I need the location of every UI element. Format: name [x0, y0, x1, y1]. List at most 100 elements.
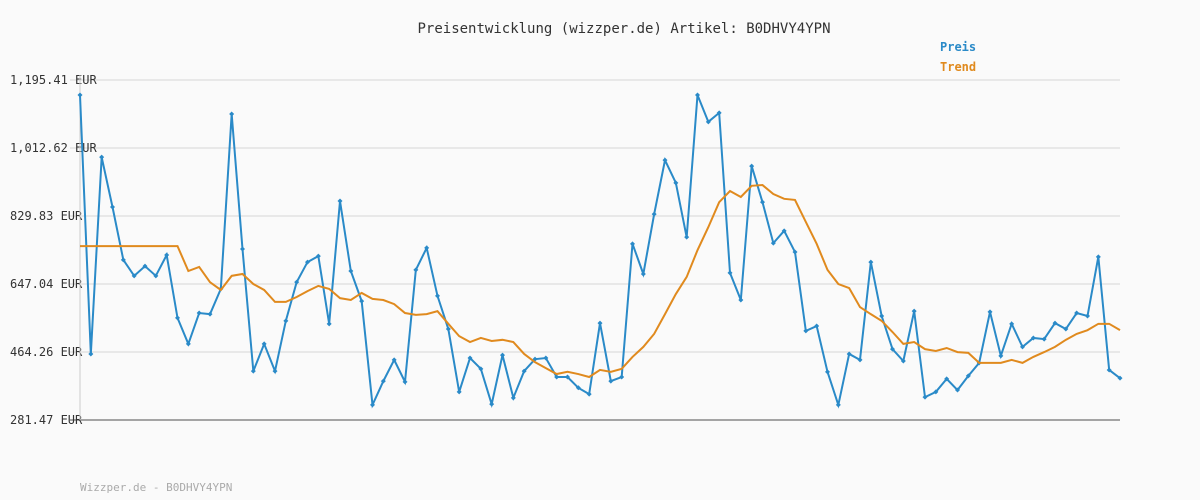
- point-marker: [922, 394, 928, 400]
- point-marker: [738, 297, 744, 303]
- point-marker: [662, 157, 668, 163]
- point-marker: [857, 357, 863, 363]
- point-marker: [1074, 310, 1080, 316]
- point-marker: [185, 341, 191, 347]
- point-marker: [521, 368, 527, 374]
- point-marker: [879, 313, 885, 319]
- point-marker: [890, 346, 895, 352]
- point-marker: [370, 402, 375, 408]
- point-marker: [337, 198, 343, 204]
- point-marker: [630, 241, 635, 247]
- chart-title: Preisentwicklung (wizzper.de) Artikel: B…: [417, 21, 830, 37]
- point-marker: [402, 379, 408, 385]
- footer: Wizzper.de - B0DHVY4YPN: [80, 481, 232, 494]
- point-marker: [760, 199, 765, 205]
- point-marker: [164, 252, 170, 258]
- y-tick-label: 281.47 EUR: [10, 413, 83, 427]
- legend-entry: Trend: [940, 60, 976, 74]
- point-marker: [554, 374, 560, 380]
- point-marker: [196, 310, 202, 316]
- point-marker: [987, 309, 993, 315]
- point-marker: [326, 321, 332, 327]
- point-marker: [1052, 320, 1058, 326]
- point-marker: [250, 368, 256, 374]
- point-marker: [489, 401, 495, 407]
- point-marker: [1063, 326, 1069, 332]
- point-marker: [261, 341, 267, 347]
- point-marker: [467, 355, 473, 361]
- point-marker: [846, 351, 852, 357]
- point-marker: [77, 92, 83, 98]
- point-marker: [597, 320, 603, 326]
- point-marker: [565, 374, 570, 380]
- point-marker: [88, 351, 94, 357]
- point-marker: [825, 369, 830, 375]
- point-marker: [131, 273, 137, 279]
- point-marker: [998, 353, 1004, 359]
- point-marker: [933, 389, 939, 395]
- point-marker: [413, 267, 419, 273]
- point-marker: [1041, 336, 1047, 342]
- point-marker: [640, 271, 646, 277]
- point-marker: [868, 259, 874, 265]
- y-tick-label: 647.04 EUR: [10, 277, 83, 291]
- point-marker: [424, 245, 430, 251]
- point-marker: [456, 389, 462, 395]
- point-marker: [229, 111, 235, 117]
- point-marker: [965, 373, 971, 379]
- point-marker: [1085, 313, 1090, 319]
- point-marker: [749, 163, 755, 169]
- point-marker: [608, 378, 614, 384]
- point-marker: [543, 355, 549, 361]
- point-marker: [705, 119, 711, 125]
- point-marker: [153, 273, 159, 279]
- point-marker: [445, 326, 451, 332]
- point-marker: [500, 352, 505, 358]
- point-marker: [348, 268, 354, 274]
- point-marker: [175, 315, 180, 321]
- y-tick-label: 464.26 EUR: [10, 345, 83, 359]
- point-marker: [305, 259, 310, 265]
- point-marker: [283, 318, 289, 324]
- point-marker: [380, 378, 386, 384]
- legend-entry: Preis: [940, 40, 976, 54]
- point-marker: [835, 402, 841, 408]
- point-marker: [391, 357, 397, 363]
- point-marker: [770, 240, 776, 246]
- point-marker: [99, 154, 105, 160]
- point-marker: [1009, 321, 1015, 327]
- point-marker: [684, 234, 690, 240]
- point-marker: [240, 246, 245, 252]
- point-marker: [110, 204, 115, 210]
- point-marker: [1020, 344, 1025, 350]
- point-marker: [727, 270, 733, 276]
- y-tick-label: 1,195.41 EUR: [10, 73, 97, 87]
- point-marker: [900, 358, 906, 364]
- point-marker: [651, 211, 657, 217]
- point-marker: [272, 368, 278, 374]
- y-tick-label: 829.83 EUR: [10, 209, 83, 223]
- point-marker: [803, 328, 809, 334]
- point-marker: [207, 311, 213, 317]
- point-marker: [315, 253, 321, 259]
- point-marker: [1106, 367, 1112, 373]
- point-marker: [478, 366, 484, 372]
- point-marker: [695, 92, 700, 98]
- line-trend: [80, 184, 1121, 379]
- point-marker: [911, 308, 917, 314]
- point-marker: [1030, 335, 1036, 341]
- point-marker: [955, 387, 960, 393]
- point-marker: [435, 293, 440, 299]
- point-marker: [792, 249, 798, 255]
- point-marker: [510, 395, 516, 401]
- point-marker: [716, 110, 722, 116]
- point-marker: [359, 298, 365, 304]
- point-marker: [142, 263, 148, 269]
- point-marker: [619, 374, 625, 380]
- point-marker: [781, 228, 787, 234]
- point-marker: [1117, 375, 1123, 381]
- y-tick-label: 1,012.62 EUR: [10, 141, 97, 155]
- point-marker: [120, 257, 126, 263]
